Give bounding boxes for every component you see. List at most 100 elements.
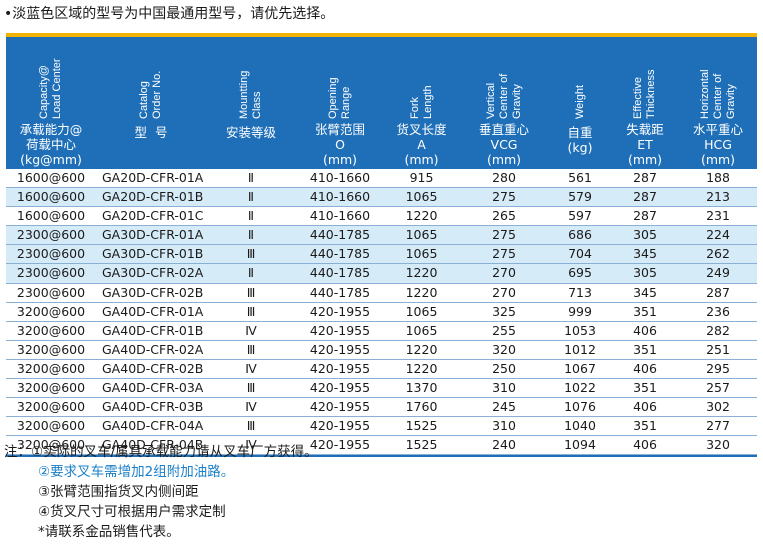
cell-mount-class: Ⅲ bbox=[246, 303, 256, 319]
table-row: 1600@600 GA20D-CFR-01C Ⅱ 410-1660 1220 265 597… bbox=[6, 207, 757, 227]
cell-opening-range: 420-1955 bbox=[309, 399, 371, 415]
cell-weight: 597 bbox=[568, 208, 592, 224]
cell-fork-length: 1220 bbox=[405, 360, 438, 376]
cell-mount-class: Ⅲ bbox=[246, 246, 256, 262]
cell-capacity: 3200@600 bbox=[16, 341, 86, 357]
table-row: 2300@600 GA30D-CFR-01A Ⅱ 440-1785 1065 275 686… bbox=[6, 226, 757, 246]
cell-vcg: 270 bbox=[492, 284, 516, 300]
cell-hcg: 231 bbox=[706, 208, 730, 224]
header-col-model: Catalog Order No. 型 号 bbox=[96, 37, 206, 169]
table-row: 3200@600 GA40D-CFR-04B Ⅳ 420-1955 1525 240 109… bbox=[6, 436, 757, 456]
header-en-label: Effective Thickness bbox=[632, 69, 657, 119]
spec-table: Capacity@ Load Center 承载能力@ 荷载中心 (kg@mm) C… bbox=[6, 33, 757, 458]
cell-fork-length: 1065 bbox=[405, 246, 438, 262]
table-row: 3200@600 GA40D-CFR-02B Ⅳ 420-1955 1220 250 106… bbox=[6, 360, 757, 380]
cell-model: GA40D-CFR-04B bbox=[102, 437, 204, 453]
table-header: Capacity@ Load Center 承载能力@ 荷载中心 (kg@mm) C… bbox=[6, 37, 757, 169]
table-row: 3200@600 GA40D-CFR-03B Ⅳ 420-1955 1760 245 107… bbox=[6, 398, 757, 418]
cell-hcg: 249 bbox=[706, 265, 730, 281]
cell-hcg: 188 bbox=[706, 170, 730, 185]
cell-vcg: 265 bbox=[492, 208, 516, 224]
cell-weight: 1067 bbox=[564, 360, 596, 376]
table-row: 2300@600 GA30D-CFR-01B Ⅲ 440-1785 1065 275 704… bbox=[6, 245, 757, 265]
cell-model: GA40D-CFR-01B bbox=[102, 322, 204, 338]
cell-opening-range: 420-1955 bbox=[309, 303, 371, 319]
cell-model: GA40D-CFR-02A bbox=[102, 341, 204, 357]
cell-vcg: 280 bbox=[492, 170, 516, 185]
header-cn-label: 水平重心 HCG (mm) bbox=[692, 122, 743, 167]
header-en-label: Horizontal Center of Gravity bbox=[698, 69, 737, 119]
cell-opening-range: 420-1955 bbox=[309, 380, 371, 396]
table-row: 3200@600 GA40D-CFR-03A Ⅲ 420-1955 1370 310 102… bbox=[6, 379, 757, 399]
header-cn-label: 张臂范围 O (mm) bbox=[314, 122, 365, 167]
header-en-label: Catalog Order No. bbox=[138, 70, 163, 119]
cell-opening-range: 420-1955 bbox=[309, 341, 371, 357]
cell-model: GA40D-CFR-04A bbox=[102, 418, 204, 434]
cell-capacity: 1600@600 bbox=[16, 189, 86, 205]
cell-mount-class: Ⅱ bbox=[247, 227, 255, 243]
cell-hcg: 257 bbox=[706, 380, 730, 396]
header-en-label: Fork Length bbox=[408, 85, 434, 119]
cell-effective-thickness: 406 bbox=[633, 322, 657, 338]
note-5: *请联系金品销售代表。 bbox=[38, 524, 180, 540]
cell-opening-range: 410-1660 bbox=[309, 170, 371, 185]
cell-opening-range: 420-1955 bbox=[309, 437, 371, 453]
table-row: 2300@600 GA30D-CFR-02B Ⅲ 440-1785 1220 270 713… bbox=[6, 284, 757, 303]
cell-mount-class: Ⅱ bbox=[247, 208, 255, 224]
cell-weight: 1022 bbox=[564, 380, 596, 396]
cell-weight: 1053 bbox=[564, 322, 596, 338]
cell-weight: 561 bbox=[568, 170, 592, 185]
header-col-weight: Weight 自重 (kg) bbox=[549, 37, 611, 169]
cell-opening-range: 440-1785 bbox=[309, 284, 371, 300]
cell-weight: 1094 bbox=[564, 437, 596, 453]
table-row: 3200@600 GA40D-CFR-01A Ⅲ 420-1955 1065 325 999… bbox=[6, 303, 757, 322]
header-cn-label: 自重 (kg) bbox=[567, 125, 593, 155]
cell-capacity: 2300@600 bbox=[16, 265, 86, 281]
header-en-label: Weight bbox=[573, 84, 586, 119]
note-3: ③张臂范围指货叉内侧间距 bbox=[38, 484, 199, 500]
table-row: 3200@600 GA40D-CFR-01B Ⅳ 420-1955 1065 255 105… bbox=[6, 322, 757, 341]
cell-effective-thickness: 287 bbox=[633, 208, 657, 224]
cell-fork-length: 915 bbox=[409, 170, 434, 185]
header-en-label: Vertical Center of Gravity bbox=[484, 73, 523, 119]
cell-fork-length: 1220 bbox=[405, 208, 438, 224]
cell-effective-thickness: 351 bbox=[633, 418, 657, 434]
cell-vcg: 240 bbox=[492, 437, 516, 453]
notes: 注：①实际的叉车/属具承载能力请从叉车厂方获得。 ②要求叉车需增加2组附加油路。… bbox=[4, 442, 318, 542]
cell-model: GA30D-CFR-01A bbox=[102, 227, 204, 243]
cell-mount-class: Ⅱ bbox=[247, 189, 255, 205]
cell-hcg: 236 bbox=[706, 303, 730, 319]
header-col-opening-range: Opening Range 张臂范围 O (mm) bbox=[296, 37, 384, 169]
header-cn-label: 承载能力@ 荷载中心 (kg@mm) bbox=[19, 122, 83, 167]
cell-mount-class: Ⅲ bbox=[246, 380, 256, 396]
cell-opening-range: 410-1660 bbox=[309, 189, 371, 205]
cell-hcg: 262 bbox=[706, 246, 730, 262]
cell-opening-range: 440-1785 bbox=[309, 246, 371, 262]
cell-opening-range: 440-1785 bbox=[309, 265, 371, 281]
header-cn-label: 货叉长度 A (mm) bbox=[396, 122, 447, 167]
table-row: 1600@600 GA20D-CFR-01B Ⅱ 410-1660 1065 275 579… bbox=[6, 188, 757, 208]
header-en-label: Capacity@ Load Center bbox=[38, 58, 63, 119]
cell-opening-range: 420-1955 bbox=[309, 418, 371, 434]
note-2: ②要求叉车需增加2组附加油路。 bbox=[38, 464, 235, 480]
cell-weight: 695 bbox=[568, 265, 592, 281]
note-4: ④货叉尺寸可根据用户需求定制 bbox=[38, 504, 226, 520]
cell-mount-class: Ⅳ bbox=[245, 360, 257, 376]
cell-mount-class: Ⅲ bbox=[246, 418, 256, 434]
cell-effective-thickness: 351 bbox=[633, 341, 657, 357]
header-col-vcg: Vertical Center of Gravity 垂直重心 VCG (mm) bbox=[459, 37, 549, 169]
cell-capacity: 2300@600 bbox=[16, 246, 86, 262]
cell-vcg: 310 bbox=[492, 418, 516, 434]
cell-opening-range: 410-1660 bbox=[309, 208, 371, 224]
cell-model: GA40D-CFR-02B bbox=[102, 360, 204, 376]
cell-capacity: 2300@600 bbox=[16, 284, 86, 300]
header-cn-label: 型 号 bbox=[134, 125, 168, 140]
cell-vcg: 320 bbox=[492, 341, 516, 357]
cell-vcg: 255 bbox=[492, 322, 516, 338]
header-cn-label: 垂直重心 VCG (mm) bbox=[478, 122, 529, 167]
cell-model: GA20D-CFR-01B bbox=[102, 189, 204, 205]
cell-effective-thickness: 287 bbox=[633, 189, 657, 205]
cell-mount-class: Ⅳ bbox=[245, 437, 257, 453]
cell-fork-length: 1065 bbox=[405, 227, 438, 243]
cell-capacity: 2300@600 bbox=[16, 227, 86, 243]
